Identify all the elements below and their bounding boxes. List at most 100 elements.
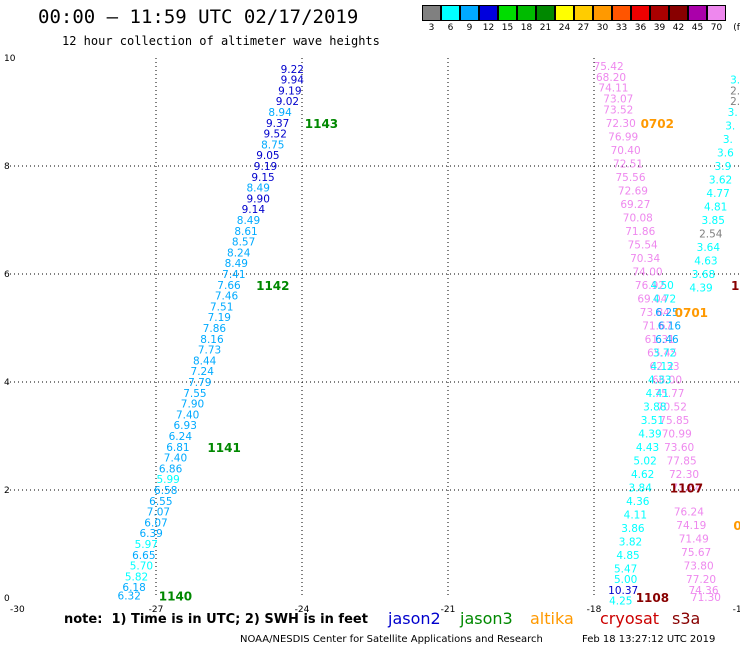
data-point-label: 4.41 [646,388,669,400]
data-point-label: 3. [728,107,738,119]
colorbar-label: 33 [615,23,628,33]
data-point-label: 3.85 [702,215,725,227]
data-point-label: 8.49 [237,215,260,227]
data-point-label: 7.66 [217,280,241,292]
data-point-label: 70.08 [623,212,653,224]
y-tick-label: 0 [4,594,10,604]
data-point-label: 71.30 [691,592,721,604]
data-point-label: 61.31 [645,334,675,346]
data-point-label: 6.07 [144,517,167,529]
colorbar-swatch [669,5,688,21]
colorbar-swatch [441,5,460,21]
data-point-label: 5.70 [130,561,153,573]
satellite-legend-altika: altika [530,609,574,628]
data-point-label: 4.43 [636,442,659,454]
data-point-label: 6.55 [149,496,172,508]
data-point-label: 6.18 [122,582,145,594]
colorbar-swatch [517,5,536,21]
colorbar-swatch [498,5,517,21]
data-point-label: 7.46 [215,291,239,303]
data-point-label: 7.51 [210,301,233,313]
data-point-label: 3. [725,121,735,133]
data-point-label: 6.93 [174,420,197,432]
colorbar-swatch [707,5,726,21]
data-point-label: 8.24 [227,247,251,259]
data-point-label: 7.24 [191,366,215,378]
y-tick-label: 8 [4,162,10,172]
credit-text: NOAA/NESDIS Center for Satellite Applica… [240,634,543,645]
data-point-label: 3.68 [692,269,715,281]
pass-time-annotation: 1107 [670,481,703,495]
data-point-label: 74.11 [598,83,628,95]
data-point-label: 3.72 [653,347,676,359]
x-tick-label: -24 [295,605,310,615]
data-point-label: 4.85 [616,550,639,562]
data-point-label: 4.63 [694,256,717,268]
generated-timestamp: Feb 18 13:27:12 UTC 2019 [582,634,716,645]
data-point-label: 6.81 [166,442,189,454]
pass-time-annotation: 1140 [159,589,192,603]
data-point-label: 76.24 [674,507,704,519]
colorbar-swatch [479,5,498,21]
data-point-label: 9.37 [266,118,289,130]
data-point-label: 3.86 [621,523,645,535]
data-point-label: 62.33 [650,361,680,373]
data-point-label: 9.02 [276,96,299,108]
y-tick-label: 4 [4,378,10,388]
data-point-label: 10.37 [608,585,638,597]
data-point-label: 3.88 [643,401,666,413]
data-point-label: 7.79 [188,377,211,389]
data-point-label: 3.62 [709,175,732,187]
data-point-label: 7.90 [181,399,204,411]
colorbar-label: 24 [558,23,571,33]
x-tick-label: -18 [587,605,602,615]
satellite-legend-jason2: jason2 [388,609,441,628]
data-point-label: 4.39 [638,428,661,440]
data-point-label: 73.07 [603,94,633,106]
pass-time-annotation: 0702 [641,117,674,131]
data-point-label: 9.94 [281,75,305,87]
footer-note: note: 1) Time is in UTC; 2) SWH is in fe… [64,612,368,627]
data-point-label: 2. [730,96,740,108]
data-point-label: 9.15 [251,172,274,184]
colorbar-label: 27 [577,23,590,33]
data-point-label: 2.54 [699,229,723,241]
data-point-label: 71.67 [642,320,672,332]
pass-time-annotation: 1143 [305,117,338,131]
data-point-label: 70.52 [657,401,687,413]
data-point-label: 75.77 [654,388,684,400]
data-point-label: 4.12 [650,361,673,373]
data-point-label: 72.30 [606,118,636,130]
colorbar-label: 3 [428,23,435,33]
x-tick-label: -27 [149,605,164,615]
data-point-label: 65.45 [647,347,677,359]
data-point-label: 9.90 [247,193,270,205]
data-point-label: 9.52 [264,129,287,141]
data-point-label: 4.72 [653,293,676,305]
data-point-label: 9.22 [281,64,304,76]
data-point-label: 7.73 [198,345,221,357]
data-point-label: 2. [730,85,740,97]
pass-time-annotation: 1108 [636,591,669,605]
chart-subtitle: 12 hour collection of altimeter wave hei… [62,34,380,48]
data-point-label: 74.19 [676,520,706,532]
data-point-label: 4.25 [609,596,632,608]
data-point-label: 71.49 [679,534,709,546]
data-point-label: 72.51 [613,158,643,170]
data-point-label: 75.56 [615,172,645,184]
data-point-label: 6.25 [655,307,678,319]
colorbar-swatch [650,5,669,21]
data-point-label: 3.9 [715,161,732,173]
data-point-label: 5.82 [125,571,148,583]
colorbar-label: 39 [653,23,666,33]
data-point-label: 6.39 [139,528,162,540]
data-point-label: 5.02 [633,455,656,467]
data-point-label: 4.50 [650,280,673,292]
chart-title: 00:00 – 11:59 UTC 02/17/2019 [38,6,359,28]
colorbar-unit-label: (ft) [733,23,740,33]
colorbar-swatch [460,5,479,21]
data-point-label: 76.92 [635,280,665,292]
data-point-label: 73.52 [603,104,633,116]
data-point-label: 72.30 [669,469,699,481]
colorbar-swatch [612,5,631,21]
